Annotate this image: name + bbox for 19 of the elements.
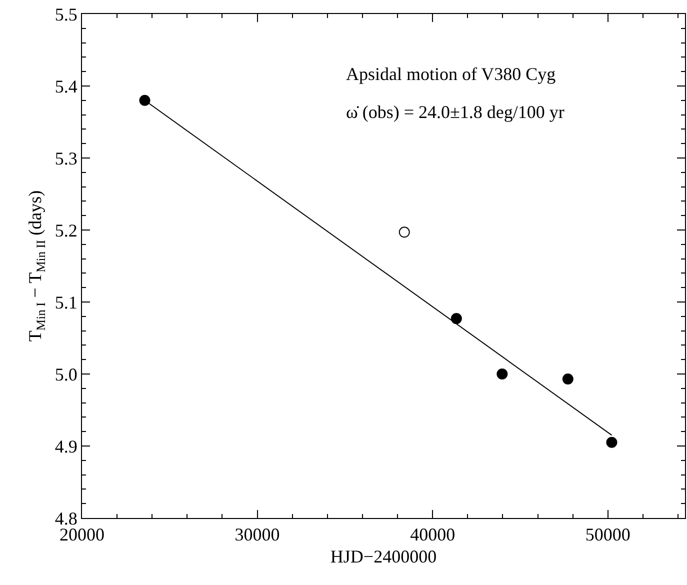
x-tick-label: 30000 xyxy=(234,524,280,545)
x-tick-label: 50000 xyxy=(585,524,630,545)
annotation: Apsidal motion of V380 Cyg xyxy=(346,64,556,84)
y-tick-label: 5.5 xyxy=(54,4,78,24)
y-tick-label: 5.4 xyxy=(54,76,78,96)
point xyxy=(450,313,462,324)
annotation: ω̇ (obs) = 24.0±1.8 deg/100 yr xyxy=(346,102,564,122)
y-tick-label: 5.2 xyxy=(54,220,78,240)
y-tick-label: 5.1 xyxy=(54,292,78,312)
x-axis-title: HJD−2400000 xyxy=(330,546,437,567)
y-tick-label: 4.9 xyxy=(54,436,78,456)
point xyxy=(398,226,410,238)
point xyxy=(139,94,150,106)
y-tick-label: 5.3 xyxy=(54,148,78,168)
x-tick-label: 40000 xyxy=(410,524,456,545)
point xyxy=(562,374,574,385)
point xyxy=(496,368,508,380)
point xyxy=(606,436,618,448)
y-tick-label: 5.0 xyxy=(54,364,78,384)
